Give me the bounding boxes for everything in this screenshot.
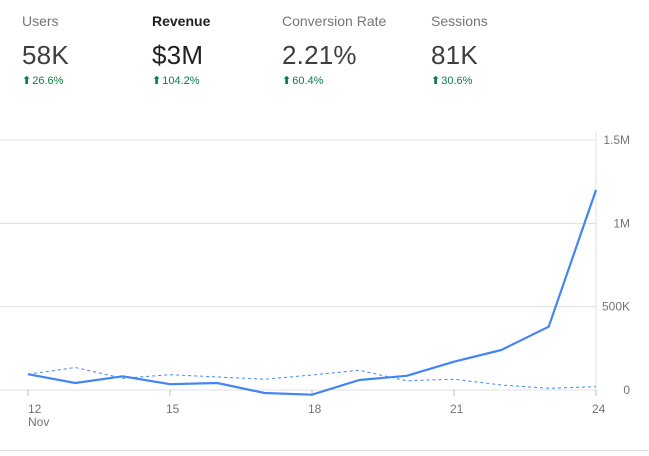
- metric-change-value: 104.2%: [162, 75, 200, 87]
- y-tick-label: 0: [623, 383, 630, 397]
- metric-value: 81K: [431, 40, 478, 70]
- arrow-up-icon: ⬆︎: [282, 75, 292, 87]
- line-chart: 0 500K 1M 1.5M 12 15 18 21 24 Nov: [0, 132, 630, 429]
- metric-change: ⬆︎60.4%: [282, 74, 422, 88]
- metric-tabs: Users 58K ⬆︎26.6% Revenue $3M ⬆︎104.2% C…: [22, 12, 622, 92]
- series-line-primary: [27, 189, 598, 396]
- x-tick-label: 12: [28, 402, 42, 416]
- divider: [0, 450, 649, 451]
- x-tick-label: 18: [308, 402, 322, 416]
- metric-revenue[interactable]: Revenue $3M ⬆︎104.2%: [152, 12, 292, 88]
- y-tick-label: 500K: [602, 300, 630, 314]
- metric-change: ⬆︎30.6%: [431, 74, 571, 88]
- metric-change-value: 26.6%: [32, 75, 64, 87]
- series-line-comparison: [27, 367, 597, 389]
- arrow-up-icon: ⬆︎: [431, 75, 441, 87]
- metric-users[interactable]: Users 58K ⬆︎26.6%: [22, 12, 162, 88]
- arrow-up-icon: ⬆︎: [22, 75, 32, 87]
- metric-conversion-rate[interactable]: Conversion Rate 2.21% ⬆︎60.4%: [282, 12, 422, 88]
- x-tick-label: 15: [166, 402, 180, 416]
- metric-change-value: 60.4%: [292, 75, 324, 87]
- metric-value: 2.21%: [282, 40, 357, 70]
- x-tick-label: 21: [450, 402, 464, 416]
- metric-label: Conversion Rate: [282, 13, 387, 29]
- metric-value: 58K: [22, 40, 69, 70]
- y-tick-label: 1M: [613, 216, 630, 230]
- metric-label: Revenue: [152, 13, 211, 29]
- metric-label: Users: [22, 13, 59, 29]
- x-tick-label: 24: [592, 402, 606, 416]
- arrow-up-icon: ⬆︎: [152, 75, 162, 87]
- metric-label: Sessions: [431, 13, 488, 29]
- y-tick-label: 1.5M: [603, 133, 630, 147]
- metric-sessions[interactable]: Sessions 81K ⬆︎30.6%: [431, 12, 571, 88]
- metric-change-value: 30.6%: [441, 75, 473, 87]
- metric-change: ⬆︎104.2%: [152, 74, 292, 88]
- metric-value: $3M: [152, 40, 204, 70]
- metric-change: ⬆︎26.6%: [22, 74, 162, 88]
- x-sublabel: Nov: [28, 415, 49, 429]
